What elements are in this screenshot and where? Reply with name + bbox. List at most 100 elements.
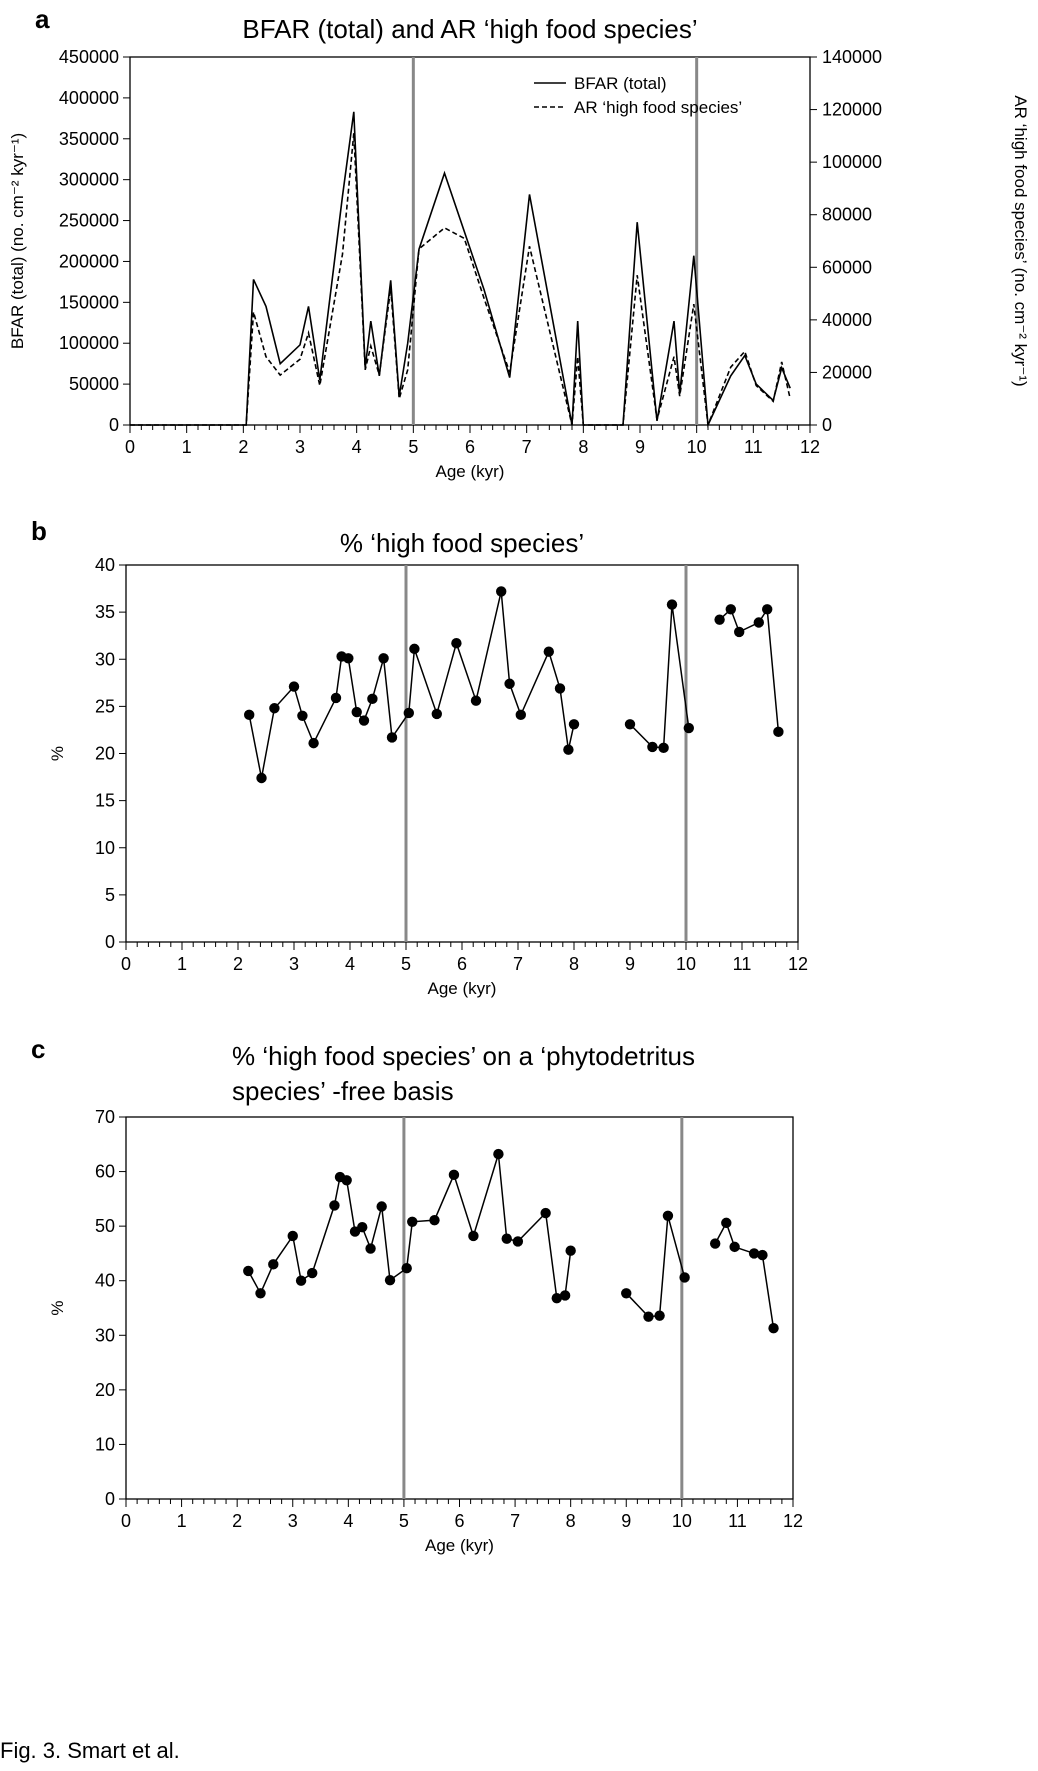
panel-c-data-point bbox=[501, 1233, 512, 1244]
panel-b-data-point bbox=[403, 707, 414, 719]
panel-b-x-tick-label: 12 bbox=[788, 954, 808, 974]
panel-c-data-point bbox=[679, 1272, 690, 1283]
panel-b-x-tick-label: 11 bbox=[733, 954, 752, 974]
panel-b-data-point bbox=[714, 614, 725, 625]
panel-c-x-tick-label: 1 bbox=[177, 1511, 187, 1531]
panel-c-plot-frame bbox=[125, 1116, 794, 1500]
panel-c-data-point bbox=[401, 1262, 412, 1274]
panel-c-x-axis-label: Age (kyr) bbox=[425, 1536, 494, 1555]
panel-c-data-point bbox=[329, 1200, 340, 1211]
panel-b-x-tick-label: 9 bbox=[625, 954, 635, 974]
panel-c-x-tick-label: 9 bbox=[621, 1511, 631, 1531]
panel-b-x-tick-label: 0 bbox=[121, 954, 131, 974]
panel-b-data-point bbox=[470, 695, 482, 706]
panel-c-data-point bbox=[643, 1311, 654, 1322]
panel-c-y-tick-label: 70 bbox=[95, 1107, 115, 1127]
panel-c-data-point bbox=[287, 1230, 298, 1242]
panel-c-data-point bbox=[255, 1288, 266, 1299]
panel-b-title: % ‘high food species’ bbox=[340, 528, 584, 558]
panel-b-data-point bbox=[515, 709, 526, 721]
figure-caption: Fig. 3. Smart et al. bbox=[0, 1738, 180, 1763]
panel-c-x-tick-label: 6 bbox=[454, 1511, 464, 1531]
panel-c-data-point bbox=[341, 1175, 352, 1186]
panel-c-data-point bbox=[365, 1243, 376, 1254]
panel-c-data-point bbox=[768, 1322, 779, 1334]
panel-a-y2-tick-label: 20000 bbox=[822, 362, 872, 382]
panel-b-x-tick-label: 8 bbox=[569, 954, 579, 974]
panel-c-data-point bbox=[493, 1148, 504, 1160]
panel-c-data-point bbox=[551, 1292, 562, 1304]
panel-b-y-tick-label: 20 bbox=[95, 744, 115, 764]
panel-c-data-point bbox=[757, 1249, 768, 1261]
panel-a-x-axis-label: Age (kyr) bbox=[436, 462, 505, 481]
panel-b-data-point bbox=[734, 626, 745, 638]
panel-c-data-point bbox=[268, 1259, 279, 1270]
panel-b-y-tick-label: 5 bbox=[105, 885, 115, 905]
panel-c-data-point bbox=[376, 1201, 387, 1212]
panel-a-series-bfar-total-line bbox=[130, 111, 791, 429]
panel-c-data-point bbox=[243, 1265, 254, 1277]
panel-a-x-tick-label: 4 bbox=[352, 437, 362, 457]
panel-a-y2-tick-label: 80000 bbox=[822, 205, 872, 225]
panel-c-y-tick-label: 60 bbox=[95, 1162, 115, 1182]
panel-c-data-point bbox=[468, 1230, 479, 1242]
panel-c-data-point bbox=[448, 1169, 460, 1181]
panel-a-x-tick-label: 5 bbox=[408, 437, 418, 457]
panel-b-data-point bbox=[288, 681, 300, 692]
panel-a-x-tick-label: 2 bbox=[238, 437, 248, 457]
panel-b-series-line-segment bbox=[629, 604, 690, 749]
panel-b-x-tick-label: 10 bbox=[676, 954, 696, 974]
panel-c-data-point bbox=[748, 1248, 760, 1259]
panel-b-data-point bbox=[351, 706, 362, 718]
panel-b-data-point bbox=[244, 709, 255, 721]
panel-a-x-tick-label: 11 bbox=[744, 437, 763, 457]
panel-c-x-tick-label: 8 bbox=[566, 1511, 576, 1531]
panel-c-title: % ‘high food species’ on a ‘phytodetritu… bbox=[232, 1041, 695, 1071]
panel-c-x-tick-label: 7 bbox=[510, 1511, 520, 1531]
panel-c-data-point bbox=[540, 1207, 551, 1219]
panel-b-series-line-segment bbox=[719, 607, 780, 732]
panel-b-x-tick-label: 5 bbox=[401, 954, 411, 974]
panel-a-x-tick-label: 12 bbox=[800, 437, 820, 457]
panel-b-data-point bbox=[753, 617, 764, 628]
panel-b-x-tick-label: 1 bbox=[177, 954, 187, 974]
panel-a-x-tick-label: 9 bbox=[635, 437, 645, 457]
panel-b-data-point bbox=[409, 643, 420, 655]
panel-b-x-tick-label: 2 bbox=[233, 954, 243, 974]
panel-b-y-tick-label: 40 bbox=[95, 555, 115, 575]
panel-b-data-point bbox=[256, 772, 267, 784]
panel-b-data-point bbox=[762, 604, 773, 615]
panel-b-y-tick-label: 35 bbox=[95, 602, 115, 622]
panel-c-x-tick-label: 0 bbox=[121, 1511, 131, 1531]
panel-a-x-tick-label: 10 bbox=[687, 437, 707, 457]
panel-c-data-point bbox=[565, 1245, 576, 1256]
panel-b-x-tick-label: 7 bbox=[513, 954, 523, 974]
panel-c-x-tick-label: 3 bbox=[288, 1511, 298, 1531]
panel-a-y2-tick-label: 40000 bbox=[822, 310, 872, 330]
panel-c-y-tick-label: 50 bbox=[95, 1216, 115, 1236]
panel-a-y-tick-label: 0 bbox=[109, 415, 119, 435]
panel-b-y-tick-label: 25 bbox=[95, 696, 115, 716]
panel-c-x-tick-label: 2 bbox=[232, 1511, 242, 1531]
panel-c-y-tick-label: 0 bbox=[105, 1489, 115, 1509]
panel-c-y-tick-label: 10 bbox=[95, 1434, 115, 1454]
panel-b-data-point bbox=[386, 732, 398, 743]
panel-b-data-point bbox=[683, 722, 694, 734]
panel-a-y2-axis-label: AR ‘high food species’ (no. cm⁻² kyr⁻¹) bbox=[1011, 95, 1030, 386]
panel-c-data-point bbox=[621, 1288, 632, 1299]
panel-c-x-tick-label: 10 bbox=[672, 1511, 692, 1531]
panel-a-y2-tick-label: 100000 bbox=[822, 152, 882, 172]
panel-b-letter: b bbox=[31, 516, 47, 546]
panel-a-y-tick-label: 250000 bbox=[59, 211, 119, 231]
panel-a-y-tick-label: 50000 bbox=[69, 374, 119, 394]
panel-a-y-tick-label: 450000 bbox=[59, 47, 119, 67]
panel-b-x-tick-label: 6 bbox=[457, 954, 467, 974]
panel-c-y-axis-label: % bbox=[48, 1300, 67, 1315]
panel-a-y-tick-label: 350000 bbox=[59, 129, 119, 149]
panel-b-data-point bbox=[297, 710, 308, 721]
panel-c-x-tick-label: 11 bbox=[728, 1511, 747, 1531]
panel-b-data-point bbox=[367, 693, 378, 705]
panel-c-series-line-segment bbox=[714, 1221, 775, 1329]
panel-c-data-point bbox=[709, 1238, 721, 1249]
panel-b-data-point bbox=[624, 719, 636, 730]
